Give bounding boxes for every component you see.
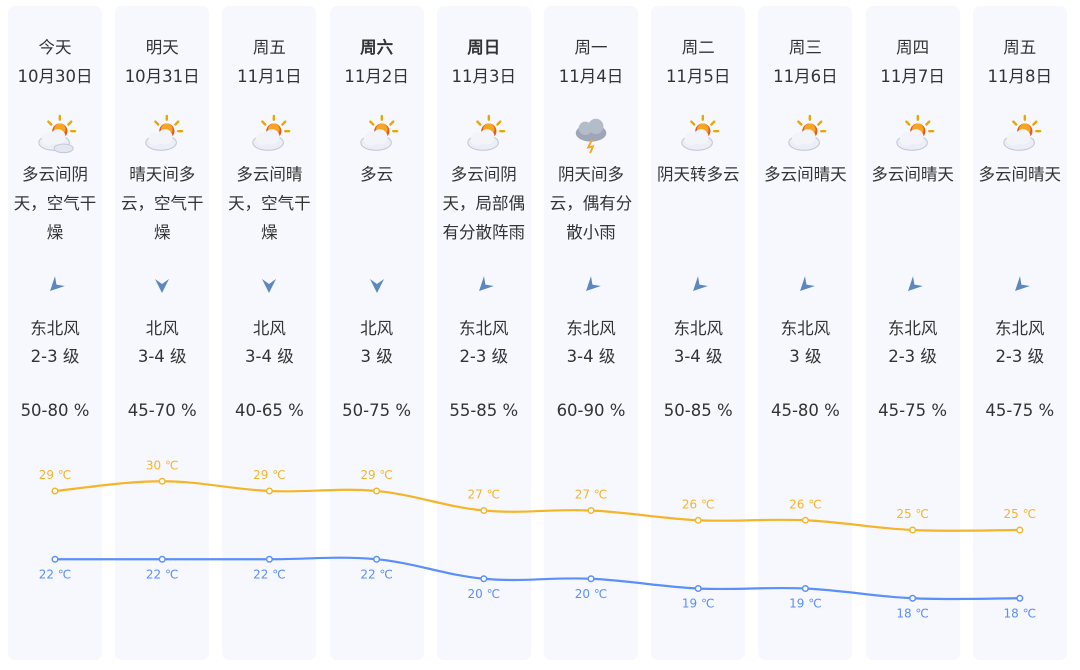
humidity: 55-85 % xyxy=(449,401,519,420)
wind-arrow-northeast-icon xyxy=(586,276,601,291)
wind-level: 2-3 级 xyxy=(30,347,80,366)
wind-level: 2-3 级 xyxy=(459,347,509,366)
wind-level: 2-3 级 xyxy=(888,347,937,366)
weather-description: 多云间晴天 xyxy=(978,165,1062,184)
day-label: 今天 xyxy=(38,38,72,57)
day-label: 周四 xyxy=(896,38,930,57)
date-label: 11月5日 xyxy=(665,67,731,86)
weather-description: 阴天间多 云，偶有分 散小雨 xyxy=(549,165,633,242)
weather-description: 多云 xyxy=(360,165,394,184)
weather-description: 多云间晴天 xyxy=(764,165,847,184)
wind-direction: 东北风 xyxy=(673,319,723,338)
wind-direction: 北风 xyxy=(360,319,394,338)
partly-cloudy-icon xyxy=(788,114,827,151)
wind-arrow-northeast-icon xyxy=(800,276,816,291)
humidity: 45-70 % xyxy=(127,401,197,420)
weather-description: 多云间晴 天，空气干 燥 xyxy=(228,165,311,242)
wind-level: 3-4 级 xyxy=(566,347,616,366)
weather-description: 晴天间多 云，空气干 燥 xyxy=(120,165,204,242)
partly-cloudy-icon xyxy=(359,114,398,151)
day-column: 周日 11月3日 多云间阴 天，局部偶 有分散阵雨 东北风 2-3 级 55-8… xyxy=(436,6,531,660)
day-label: 周一 xyxy=(574,38,608,57)
date-label: 11月6日 xyxy=(773,67,838,86)
wind-arrow-northeast-icon xyxy=(1014,276,1030,291)
rain-cloud-icon xyxy=(575,118,607,154)
wind-direction: 北风 xyxy=(252,319,286,338)
weather-description: 阴天转多云 xyxy=(656,165,740,184)
humidity: 50-80 % xyxy=(20,401,90,420)
wind-arrow-north-icon xyxy=(369,279,384,293)
wind-arrow-north-icon xyxy=(262,279,277,293)
day-label: 周六 xyxy=(360,38,394,57)
day-label: 周日 xyxy=(467,38,501,57)
sunny-cloudy-icon xyxy=(145,114,184,151)
wind-arrow-northeast-icon xyxy=(478,276,494,291)
wind-level: 2-3 级 xyxy=(995,347,1045,366)
day-column: 周五 11月8日 多云间晴天 东北风 2-3 级 45-75 % xyxy=(972,6,1067,660)
weather-description: 多云间晴天 xyxy=(871,165,954,184)
humidity: 45-80 % xyxy=(770,401,840,420)
date-label: 11月8日 xyxy=(987,67,1053,86)
humidity: 45-75 % xyxy=(985,401,1055,420)
wind-level: 3-4 级 xyxy=(673,347,723,366)
wind-direction: 东北风 xyxy=(566,319,616,338)
wind-arrow-north-icon xyxy=(155,279,170,293)
date-label: 11月1日 xyxy=(237,67,302,86)
weather-description: 多云间阴 天，局部偶 有分散阵雨 xyxy=(442,165,526,242)
partly-cloudy-icon xyxy=(895,114,934,151)
partly-cloudy-icon xyxy=(1003,114,1042,151)
wind-arrow-northeast-icon xyxy=(907,276,923,291)
wind-arrow-northeast-icon xyxy=(693,276,709,291)
wind-direction: 东北风 xyxy=(30,319,80,338)
day-label: 周三 xyxy=(788,38,822,57)
date-label: 11月3日 xyxy=(451,67,517,86)
wind-direction: 东北风 xyxy=(887,319,938,338)
wind-direction: 东北风 xyxy=(459,319,509,338)
humidity: 45-75 % xyxy=(878,401,948,420)
wind-direction: 北风 xyxy=(145,319,179,338)
sunny-cloudy-icon xyxy=(252,114,291,151)
humidity: 60-90 % xyxy=(556,401,626,420)
wind-level: 3-4 级 xyxy=(245,347,294,366)
wind-level: 3 级 xyxy=(360,347,393,366)
wind-arrow-northeast-icon xyxy=(50,276,65,291)
partly-cloudy-icon xyxy=(681,114,720,151)
day-label: 明天 xyxy=(145,38,179,57)
day-column: 周六 11月2日 多云 北风 3 级 50-75 % xyxy=(329,6,424,660)
day-label: 周五 xyxy=(1003,38,1037,57)
date-label: 10月31日 xyxy=(124,67,200,86)
day-column: 明天 10月31日 晴天间多 云，空气干 燥 北风 3-4 级 45-70 % xyxy=(115,6,210,660)
wind-level: 3-4 级 xyxy=(137,347,187,366)
humidity: 50-75 % xyxy=(342,401,412,420)
weather-description: 多云间阴 天，空气干 燥 xyxy=(13,165,97,242)
date-label: 11月7日 xyxy=(880,67,945,86)
day-column: 周三 11月6日 多云间晴天 东北风 3 级 45-80 % xyxy=(758,6,853,660)
date-label: 11月2日 xyxy=(344,67,409,86)
wind-direction: 东北风 xyxy=(995,319,1045,338)
date-label: 10月30日 xyxy=(17,67,93,86)
day-column: 周二 11月5日 阴天转多云 东北风 3-4 级 50-85 % xyxy=(651,6,746,660)
wind-direction: 东北风 xyxy=(780,319,831,338)
partly-cloudy-overcast-icon xyxy=(38,114,77,154)
day-column: 周五 11月1日 多云间晴 天，空气干 燥 北风 3-4 级 40-65 % xyxy=(222,6,317,660)
humidity: 40-65 % xyxy=(234,401,304,420)
day-column: 周一 11月4日 阴天间多 云，偶有分 散小雨 东北风 3-4 级 60-90 … xyxy=(544,6,638,660)
date-label: 11月4日 xyxy=(558,67,624,86)
partly-cloudy-icon xyxy=(467,114,506,151)
day-label: 周二 xyxy=(681,38,715,57)
day-label: 周五 xyxy=(252,38,286,57)
humidity: 50-85 % xyxy=(663,401,733,420)
day-column: 今天 10月30日 多云间阴 天，空气干 燥 东北风 2-3 级 50-80 % xyxy=(8,6,102,660)
wind-level: 3 级 xyxy=(789,347,822,366)
day-column: 周四 11月7日 多云间晴天 东北风 2-3 级 45-75 % xyxy=(865,6,960,660)
